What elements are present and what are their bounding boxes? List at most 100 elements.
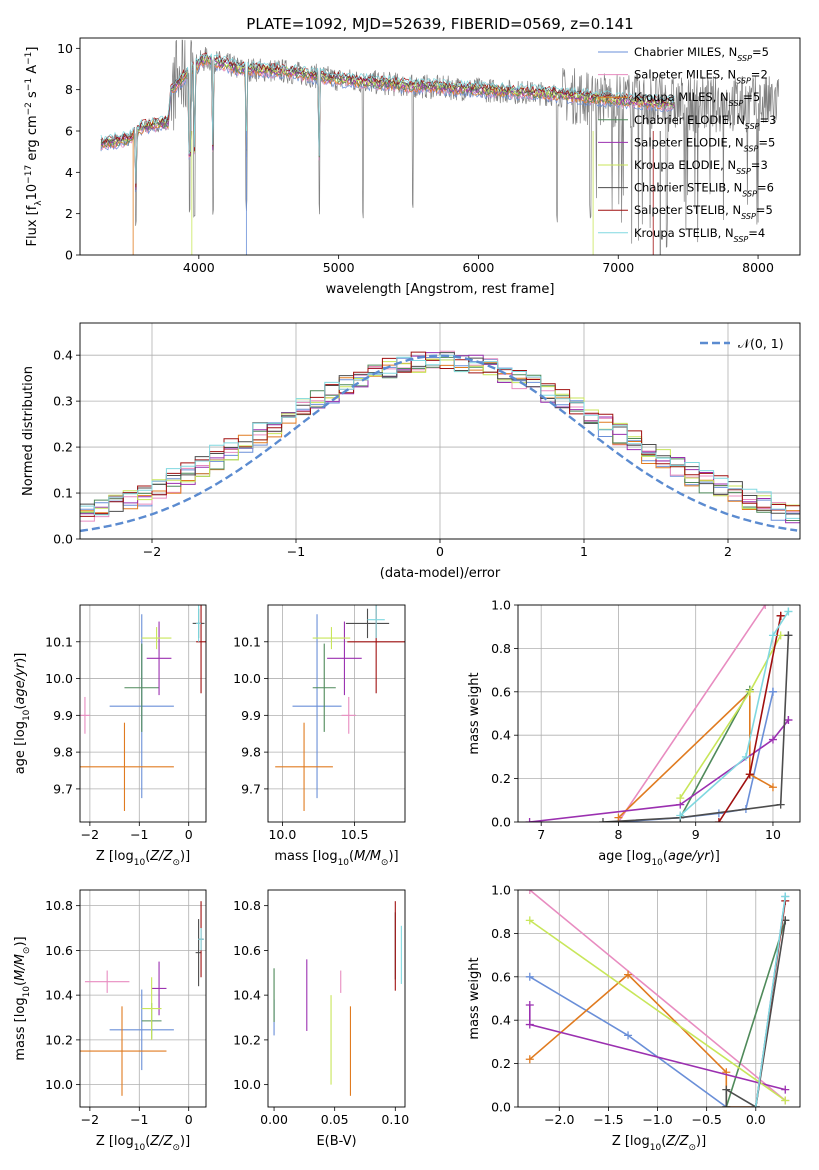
y-tick-label: 10.8 <box>233 898 261 913</box>
y-tick-label: 9.9 <box>53 708 73 723</box>
legend-entry: Chabrier ELODIE, NSSP=3 <box>634 113 776 131</box>
x-axis-label: Z [log10(Z/Z⊙)] <box>96 849 190 868</box>
weight-point-marker <box>768 631 777 640</box>
y-axis-label: age [log10(age/yr)] <box>13 653 32 775</box>
y-axis-label: mass [log10(M/M⊙)] <box>13 936 32 1060</box>
y-tick-label: 4 <box>65 165 73 180</box>
legend-n-sub: SSP <box>741 212 756 221</box>
x-tick-label: 0 <box>185 1112 193 1127</box>
x-tick-label: 0.05 <box>321 1112 349 1127</box>
y-tick-label: 10 <box>57 41 73 56</box>
y-tick-label: 10.0 <box>45 1077 73 1092</box>
legend-n: N <box>727 68 736 82</box>
x-axis-label: Z [log10(Z/Z⊙)] <box>612 1134 706 1153</box>
weight-series-line <box>725 920 787 1107</box>
panel-weight_vs_age: 7 8 9 10 0.0 0.2 0.4 0.6 0.8 1.0 age [log10(age/yr… <box>467 598 801 868</box>
legend-n: N <box>720 90 729 104</box>
x-tick-label: −2 <box>143 544 161 559</box>
weight-point-marker <box>776 631 785 640</box>
x-tick-label: 9 <box>692 827 700 842</box>
weight-point-marker <box>624 1031 633 1040</box>
legend-n: N <box>725 226 734 240</box>
weight-point-marker <box>745 687 754 696</box>
weight-point-marker <box>525 1055 534 1064</box>
weight-point-marker <box>722 1103 731 1107</box>
plot-area-weight_vs_Z <box>525 890 790 1107</box>
y-tick-label: 10.1 <box>45 634 73 649</box>
legend-n-sub: SSP <box>745 121 760 130</box>
panel-age_vs_Z: −2 −1 0 9.7 9.8 9.9 10.0 10.1 Z [log10(Z/Z⊙)] age… <box>13 604 207 868</box>
plot-area-mass_vs_EBV <box>273 901 402 1096</box>
y-tick-label: 2 <box>65 206 73 221</box>
legend-nssp-value: 5 <box>765 203 772 217</box>
y-tick-label: 10.4 <box>233 988 261 1003</box>
y-tick-label: 0.1 <box>53 486 73 501</box>
legend-n-sub: SSP <box>736 167 751 176</box>
legend-n-sub: SSP <box>737 54 752 63</box>
weight-series-line <box>617 605 766 822</box>
y-tick-label: 0.6 <box>491 969 511 984</box>
y-tick-label: 0 <box>65 248 73 263</box>
x-tick-label: −1.0 <box>642 1112 672 1127</box>
legend-model-name: Salpeter STELIB <box>634 203 725 217</box>
y-tick-label: 0.8 <box>491 641 511 656</box>
y-tick-label: 8 <box>65 82 73 97</box>
weight-point-marker <box>761 605 770 609</box>
x-tick-label: 8 <box>614 827 622 842</box>
legend-n: N <box>736 113 745 127</box>
x-tick-label: 0 <box>185 827 193 842</box>
weight-point-marker <box>768 687 777 696</box>
legend-nssp-value: 5 <box>768 135 775 149</box>
legend-n-sub: SSP <box>744 144 759 153</box>
legend-model-name: Kroupa ELODIE <box>634 158 720 172</box>
legend-nssp-value: 5 <box>762 45 769 59</box>
x-tick-label: −1 <box>130 827 148 842</box>
y-tick-label: 10.0 <box>45 671 73 686</box>
weight-point-marker <box>624 970 633 979</box>
y-tick-label: 1.0 <box>491 598 511 613</box>
axes-frame <box>79 604 207 823</box>
x-tick-label: 4000 <box>183 260 215 275</box>
axes-frame <box>267 604 406 823</box>
y-axis-label: mass weight <box>467 957 482 1039</box>
y-axis-label: Flux [fλ10−17 erg cm−2 s−1 A−1] <box>24 47 44 247</box>
weight-point-marker <box>745 770 754 779</box>
x-tick-label: 10.0 <box>268 827 296 842</box>
model-spectrum-line <box>100 53 675 184</box>
legend-nssp-value: 4 <box>758 226 765 240</box>
y-tick-label: 10.4 <box>45 988 73 1003</box>
plot-area-spectrum <box>100 39 780 255</box>
weight-point-marker <box>781 1096 790 1105</box>
weight-point-marker <box>525 1001 534 1010</box>
y-tick-label: 6 <box>65 124 73 139</box>
y-tick-label: 0.0 <box>491 1100 511 1115</box>
y-tick-label: 0.2 <box>491 1056 511 1071</box>
axes-frame <box>517 604 801 823</box>
legend-entry: Kroupa ELODIE, NSSP=3 <box>634 158 768 176</box>
x-tick-label: −2.0 <box>544 1112 574 1127</box>
weight-point-marker <box>741 752 750 761</box>
legend-n: N <box>727 158 736 172</box>
weight-point-marker <box>676 811 685 820</box>
x-axis-label: mass [log10(M/M⊙)] <box>274 849 398 868</box>
legend-model-name: Chabrier MILES <box>634 45 721 59</box>
weight-point-marker <box>784 716 793 725</box>
x-axis-label: wavelength [Angstrom, rest frame] <box>326 282 555 297</box>
x-tick-label: 0.0 <box>746 1112 766 1127</box>
weight-series-line <box>529 973 756 1107</box>
x-tick-label: −1.5 <box>593 1112 623 1127</box>
x-axis-label: Z [log10(Z/Z⊙)] <box>96 1134 190 1153</box>
weight-point-marker <box>768 783 777 792</box>
legend-model-name: Salpeter MILES <box>634 68 720 82</box>
x-tick-label: 1 <box>580 544 588 559</box>
weight-point-marker <box>751 1103 760 1107</box>
axes-frame <box>79 322 801 540</box>
legend-model-name: Chabrier STELIB <box>634 181 726 195</box>
legend-nssp-value: 5 <box>753 90 760 104</box>
model-spectrum-line <box>100 55 675 190</box>
y-tick-label: 0.3 <box>53 394 73 409</box>
y-tick-label: 0.4 <box>53 348 73 363</box>
panel-age_vs_mass: 10.0 10.5 9.7 9.8 9.9 10.0 10.1 mass [log10(M/M… <box>233 604 406 868</box>
panel-mass_vs_EBV: 0.00 0.05 0.10 10.0 10.2 10.4 10.6 10.8 E(B-V) <box>233 889 409 1149</box>
plot-area-weight_vs_age <box>525 605 793 822</box>
